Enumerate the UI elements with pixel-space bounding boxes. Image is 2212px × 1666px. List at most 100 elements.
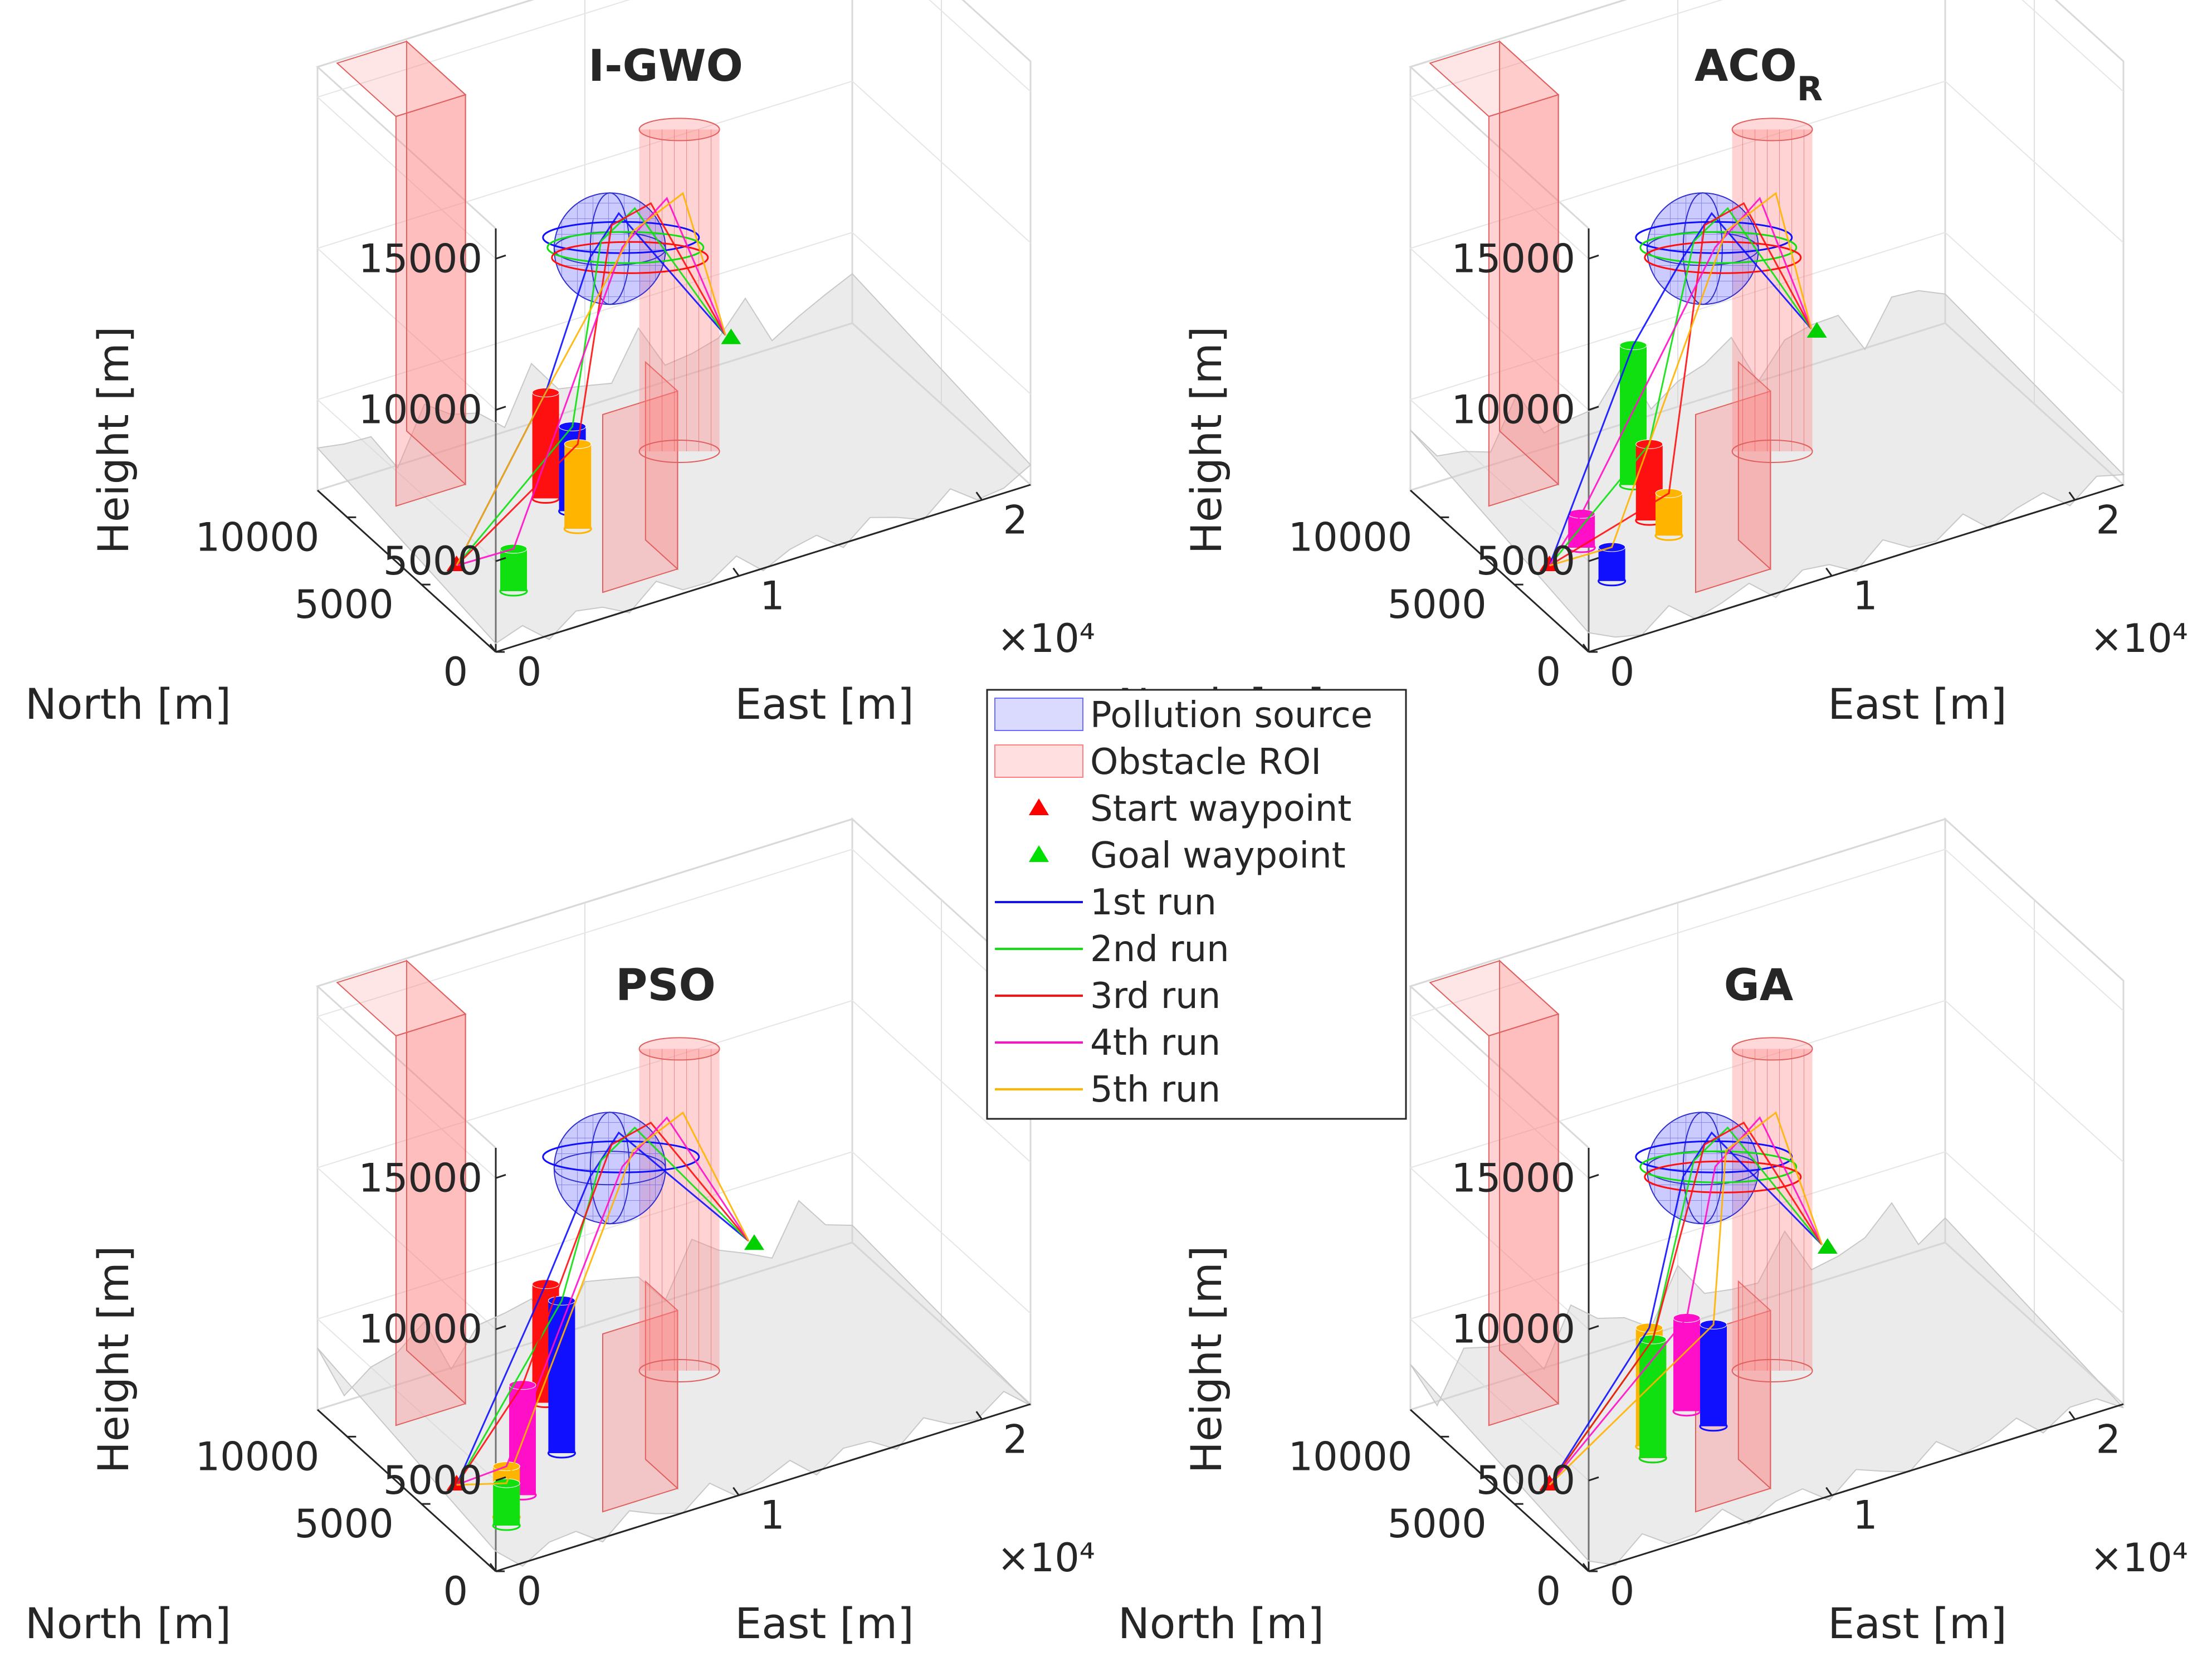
x-axis-label: East [m] — [1828, 679, 2006, 729]
obstacle-cylinder-lines — [1732, 129, 1813, 451]
x-tick — [975, 1411, 983, 1420]
y-tick-label: 0 — [443, 649, 468, 695]
run-path-2 — [1549, 207, 1812, 566]
y-tick-label: 5000 — [295, 1501, 394, 1547]
y-tick-label: 0 — [1536, 1568, 1561, 1614]
obstacle-cylinder-top — [638, 1037, 720, 1061]
x-axis-label: East [m] — [735, 1599, 914, 1648]
pollution-meridian — [589, 1112, 630, 1225]
spiral-run3 — [532, 392, 559, 499]
run-path-1 — [456, 1131, 749, 1485]
obstacle-cylinder-bottom — [1731, 440, 1813, 463]
legend-label: Start waypoint — [1090, 788, 1351, 830]
x-axis-label: East [m] — [735, 679, 914, 729]
x-exponent: ×10⁴ — [997, 616, 1095, 661]
y-axis-line — [1409, 1409, 1590, 1572]
run-path-1 — [1549, 212, 1812, 566]
spiral-run1 — [1598, 547, 1625, 581]
top-frame — [1409, 818, 1946, 1149]
goal-waypoint — [1817, 1238, 1838, 1254]
legend-box — [986, 689, 1407, 1120]
z-tick-label: 10000 — [1451, 1307, 1575, 1352]
terrain-surface — [316, 272, 1032, 645]
legend-label: 1st run — [1090, 882, 1217, 923]
z-tick-label: 15000 — [358, 1155, 482, 1201]
x-axis-line — [495, 1403, 1031, 1572]
z-tick — [1588, 254, 1599, 260]
z-tick — [495, 1173, 506, 1179]
obstacle-box-top — [1429, 41, 1560, 118]
spiral-run1 — [1700, 1324, 1727, 1426]
z-tick — [1588, 406, 1599, 411]
terrain-surface — [1410, 1202, 2124, 1566]
y-axis-label: North [m] — [25, 1599, 231, 1648]
z-tick-label: 10000 — [1451, 387, 1575, 433]
spiral-run5 — [564, 444, 592, 529]
legend: Pollution source Obstacle ROI Start waypoi… — [986, 689, 1407, 1120]
legend-label: 3rd run — [1090, 976, 1220, 1017]
spiral-bottom-run2 — [1638, 1453, 1667, 1464]
y-tick-label: 5000 — [1388, 582, 1487, 627]
z-tick-label: 15000 — [358, 236, 482, 281]
run-path-1 — [1549, 1131, 1823, 1485]
x-tick-label: 1 — [1853, 1493, 1878, 1538]
obstacle-box-top — [1429, 960, 1560, 1037]
x-tick — [1825, 1487, 1833, 1496]
legend-label: 2nd run — [1090, 929, 1229, 970]
x-tick — [2068, 1411, 2076, 1420]
z-tick — [1588, 557, 1599, 562]
x-tick-label: 1 — [760, 1493, 785, 1538]
spiral-bottom-run2 — [499, 586, 528, 597]
spiral-bottom-run5 — [563, 523, 592, 534]
z-tick-label: 15000 — [1451, 236, 1575, 281]
x-tick-label: 0 — [517, 649, 542, 695]
orbit-loop — [551, 241, 709, 274]
obstacle-cylinder-bottom — [638, 440, 720, 463]
subplot-title: GA — [1724, 961, 1793, 1011]
spiral-run2 — [493, 1483, 520, 1526]
grid-line — [316, 232, 1031, 562]
x-tick-label: 1 — [760, 573, 785, 619]
obstacle-cylinder-top — [1731, 118, 1813, 142]
x-tick — [975, 491, 983, 501]
spiral-run1 — [548, 1300, 575, 1453]
run-path-5 — [1549, 192, 1813, 567]
subplot-title: PSO — [616, 961, 716, 1011]
x-exponent: ×10⁴ — [2090, 616, 2188, 661]
x-tick-label: 2 — [2096, 497, 2121, 543]
obstacle-cylinder-lines — [639, 129, 720, 451]
obstacle-box-top — [336, 41, 467, 118]
z-tick — [1588, 1325, 1599, 1331]
subplot-aco-r: ACOR 5000 10000 15000 Height [m] 0 1 2 ×10⁴ East … — [1118, 0, 2188, 729]
z-tick — [1588, 1476, 1599, 1482]
y-axis-label: North [m] — [1118, 1599, 1324, 1648]
subplot-i-gwo: I-GWO 5000 10000 15000 Height [m] 0 1 2 ×10⁴ East… — [25, 0, 1095, 729]
run-path-3 — [1549, 1121, 1823, 1485]
pollution-meridian — [1682, 192, 1723, 305]
x-tick-label: 2 — [1003, 497, 1028, 543]
z-axis-label: Height [m] — [89, 327, 138, 554]
spiral-run4 — [1568, 514, 1595, 548]
y-tick-label: 0 — [1536, 649, 1561, 695]
start-waypoint — [446, 1475, 467, 1490]
spiral-bottom-run1 — [1699, 1421, 1728, 1432]
y-tick-label: 5000 — [295, 582, 394, 627]
goal-waypoint — [721, 328, 741, 344]
run-path-2 — [456, 1126, 750, 1485]
x-tick — [1825, 567, 1833, 577]
run-path-4 — [1549, 197, 1812, 566]
y-tick-label: 10000 — [196, 1434, 320, 1479]
orbit-loop — [546, 231, 705, 264]
legend-marker — [1029, 798, 1049, 815]
spiral-run5 — [1656, 493, 1682, 536]
obstacle-cylinder-top — [638, 118, 720, 142]
z-tick — [495, 254, 506, 260]
z-tick — [495, 557, 506, 562]
grid-line — [316, 1151, 1031, 1481]
z-tick-label: 5000 — [383, 1458, 482, 1503]
x-axis-label: East [m] — [1828, 1599, 2006, 1648]
subplot-title: I-GWO — [588, 41, 743, 91]
subplot-pso: PSO 5000 10000 15000 Height [m] 0 1 2 ×10⁴ East [… — [25, 817, 1095, 1648]
subplot-title: ACOR — [1695, 41, 1823, 109]
z-tick — [1588, 1173, 1599, 1179]
